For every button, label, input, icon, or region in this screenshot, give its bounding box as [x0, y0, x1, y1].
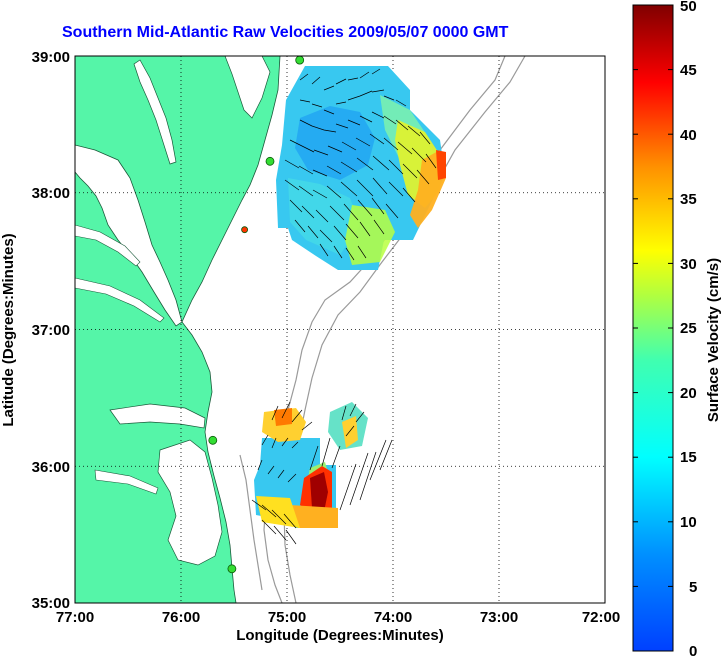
colorbar-label: Surface Velocity (cm/s)	[705, 258, 722, 422]
colorbar-tick-label: 35	[680, 191, 697, 208]
x-tick-label: 77:00	[56, 609, 94, 626]
colorbar	[632, 4, 674, 652]
velocity-field-south	[254, 402, 368, 528]
river-west-1	[75, 224, 141, 267]
river-south	[94, 469, 159, 495]
x-axis-label: Longitude (Degrees:Minutes)	[236, 627, 444, 644]
colorbar-tick-labels: 50 45 40 35 30 25 20 15 10 5 0	[680, 0, 697, 659]
velocity-vectors	[251, 68, 437, 545]
colorbar-tick-label: 5	[689, 579, 697, 596]
y-axis-label: Latitude (Degrees:Minutes)	[0, 233, 17, 426]
y-tick-label: 36:00	[32, 459, 70, 476]
y-tick-label: 37:00	[32, 322, 70, 339]
plot-frame	[74, 55, 606, 604]
river-west-2	[75, 277, 165, 323]
colorbar-tick-label: 25	[680, 320, 697, 337]
pamlico-sound	[157, 439, 223, 566]
colorbar-tick-label: 0	[689, 643, 697, 659]
albemarle-sound	[109, 403, 206, 429]
colorbar-tick-label: 10	[680, 514, 697, 531]
colorbar-tick-label: 20	[680, 385, 697, 402]
colorbar-tick-label: 15	[680, 449, 697, 466]
velocity-field-north	[276, 66, 446, 270]
colorbar-tick-label: 45	[680, 62, 697, 79]
radar-station-marker	[265, 156, 275, 166]
map-title: Southern Mid-Atlantic Raw Velocities 200…	[62, 24, 509, 41]
y-axis-ticks: 39:00 38:00 37:00 36:00 35:00	[32, 49, 70, 612]
radar-station-marker	[227, 564, 237, 574]
y-tick-label: 35:00	[32, 595, 70, 612]
x-axis-ticks: 77:00 76:00 75:00 74:00 73:00 72:00	[56, 609, 620, 626]
x-tick-label: 76:00	[162, 609, 200, 626]
x-tick-label: 74:00	[374, 609, 412, 626]
bay-inlet-north	[133, 59, 177, 165]
colorbar-ticks	[633, 69, 673, 587]
y-tick-label: 39:00	[32, 49, 70, 66]
radar-station-marker	[208, 435, 218, 445]
delaware-bay	[224, 56, 271, 119]
chesapeake-bay	[75, 144, 183, 327]
x-tick-label: 75:00	[268, 609, 306, 626]
y-tick-label: 38:00	[32, 185, 70, 202]
radar-station-marker	[241, 226, 249, 234]
x-tick-label: 72:00	[582, 609, 620, 626]
colorbar-tick-label: 50	[680, 0, 697, 15]
radar-station-marker	[295, 56, 305, 65]
colorbar-tick-label: 40	[680, 127, 697, 144]
radar-stations	[208, 56, 305, 574]
x-tick-label: 73:00	[480, 609, 518, 626]
colorbar-tick-label: 30	[680, 256, 697, 273]
